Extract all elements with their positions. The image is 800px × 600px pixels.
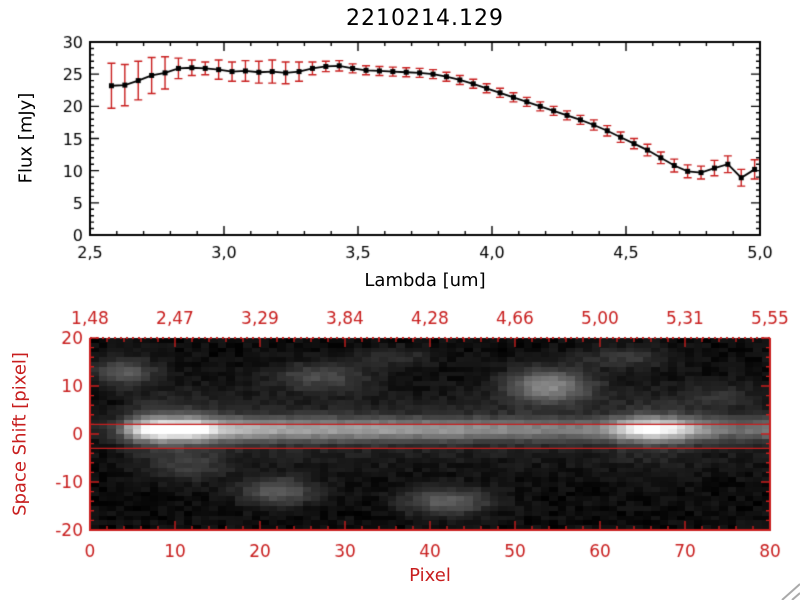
- resize-grip-icon: [781, 583, 800, 600]
- space-shift-axis-label: Space Shift [pixel]: [9, 352, 31, 516]
- flux-axis-label: Flux [mJy]: [15, 92, 37, 184]
- lambda-axis-label: Lambda [um]: [364, 270, 486, 291]
- chart-title: 2210214.129: [346, 6, 504, 31]
- pixel-axis-label: Pixel: [409, 565, 451, 586]
